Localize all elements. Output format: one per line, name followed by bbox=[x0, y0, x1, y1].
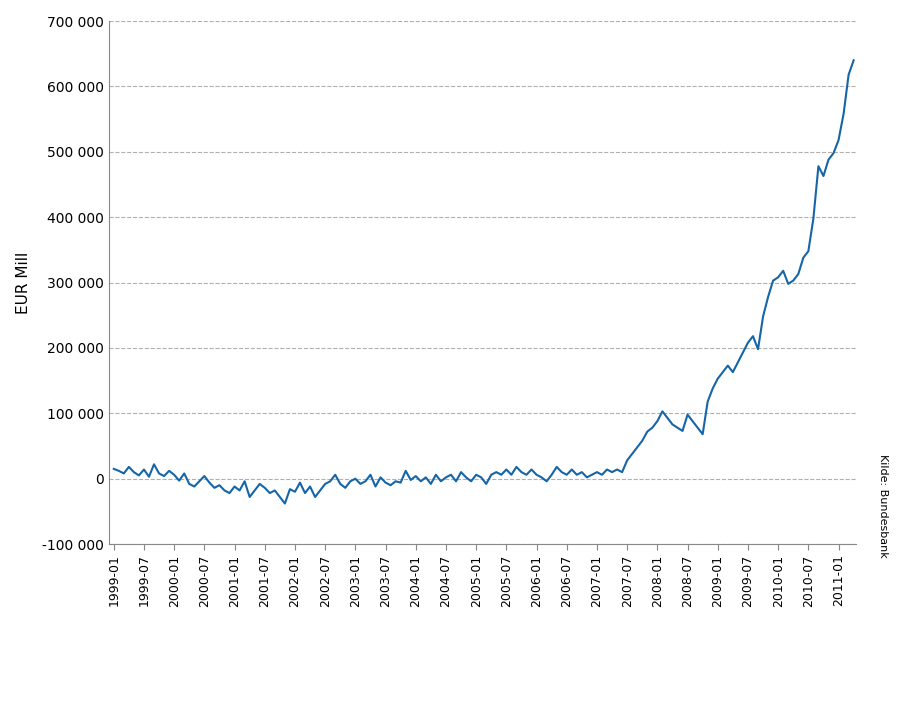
Y-axis label: EUR Mill: EUR Mill bbox=[16, 251, 31, 314]
Text: Kilde: Bundesbank: Kilde: Bundesbank bbox=[878, 453, 889, 557]
